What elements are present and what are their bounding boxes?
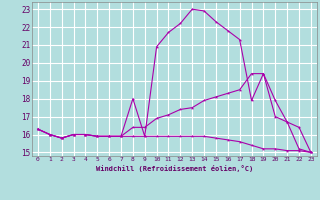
- X-axis label: Windchill (Refroidissement éolien,°C): Windchill (Refroidissement éolien,°C): [96, 165, 253, 172]
